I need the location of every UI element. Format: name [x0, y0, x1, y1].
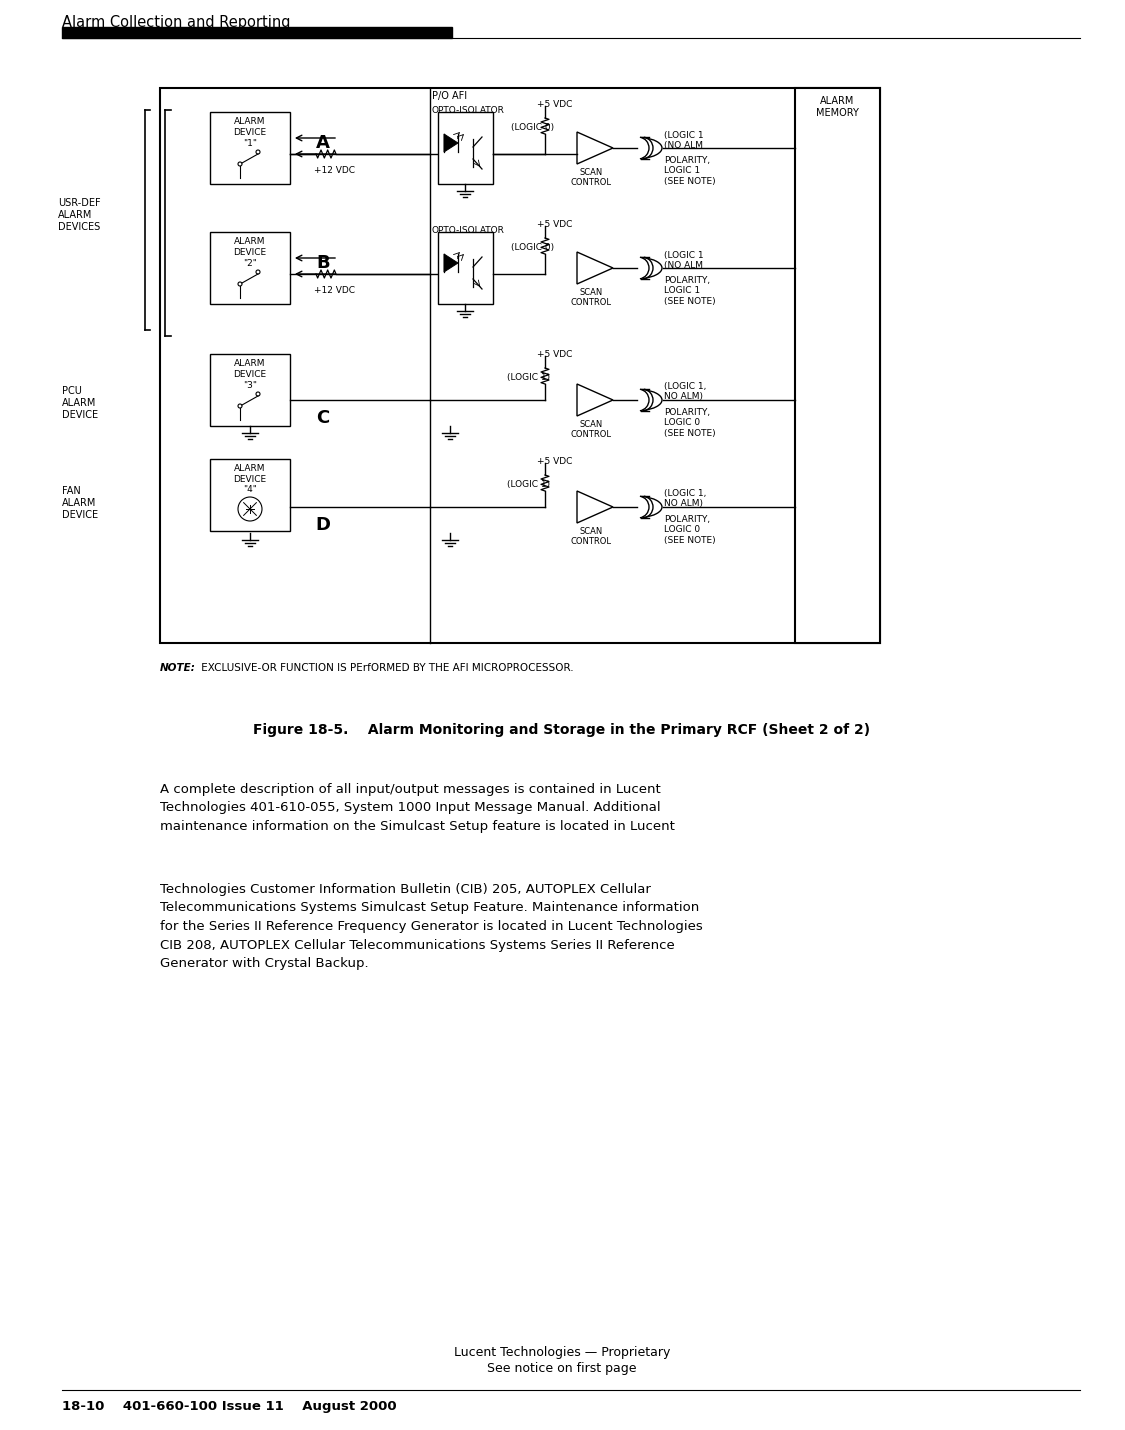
Bar	[210, 355, 290, 426]
Text: Figure 18-5.    Alarm Monitoring and Storage in the Primary RCF (Sheet 2 of 2): Figure 18-5. Alarm Monitoring and Storag…	[253, 724, 871, 736]
Text: A complete description of all input/output messages is contained in Lucent
Techn: A complete description of all input/outp…	[160, 784, 675, 834]
Text: (LOGIC 1): (LOGIC 1)	[507, 480, 550, 489]
Bar	[210, 232, 290, 305]
Bar	[210, 459, 290, 531]
Text: SCAN
CONTROL: SCAN CONTROL	[570, 167, 612, 187]
Text: POLARITY,
LOGIC 1
(SEE NOTE): POLARITY, LOGIC 1 (SEE NOTE)	[664, 276, 716, 306]
Text: (LOGIC 1,
NO ALM): (LOGIC 1, NO ALM)	[664, 382, 706, 402]
Text: C: C	[316, 409, 330, 428]
Bar	[795, 89, 880, 644]
Polygon shape	[444, 255, 458, 272]
Text: POLARITY,
LOGIC 0
(SEE NOTE): POLARITY, LOGIC 0 (SEE NOTE)	[664, 408, 716, 438]
Text: See notice on first page: See notice on first page	[487, 1361, 637, 1376]
Text: A: A	[316, 134, 330, 152]
Text: SCAN
CONTROL: SCAN CONTROL	[570, 420, 612, 439]
Polygon shape	[577, 252, 613, 285]
Text: EXCLUSIVE-OR FUNCTION IS PErfORMED BY THE AFI MICROPROCESSOR.: EXCLUSIVE-OR FUNCTION IS PErfORMED BY TH…	[198, 664, 574, 674]
Text: P/O AFI: P/O AFI	[432, 92, 467, 102]
Text: (LOGIC 1,
NO ALM): (LOGIC 1, NO ALM)	[664, 489, 706, 509]
Text: Technologies Customer Information Bulletin (CIB) 205, AUTOPLEX Cellular
Telecomm: Technologies Customer Information Bullet…	[160, 882, 703, 970]
Text: POLARITY,
LOGIC 1
(SEE NOTE): POLARITY, LOGIC 1 (SEE NOTE)	[664, 156, 716, 186]
Polygon shape	[577, 132, 613, 164]
Text: 18-10    401-660-100 Issue 11    August 2000: 18-10 401-660-100 Issue 11 August 2000	[62, 1400, 397, 1413]
Text: FAN
ALARM
DEVICE: FAN ALARM DEVICE	[62, 486, 98, 521]
Text: (LOGIC 1
(NO ALM: (LOGIC 1 (NO ALM	[664, 132, 703, 150]
Text: (LOGIC 1): (LOGIC 1)	[507, 373, 550, 382]
Text: SCAN
CONTROL: SCAN CONTROL	[570, 287, 612, 307]
Polygon shape	[577, 385, 613, 416]
Text: +5 VDC: +5 VDC	[537, 350, 573, 359]
Text: ALARM
DEVICE
"1": ALARM DEVICE "1"	[234, 117, 267, 147]
Text: ALARM
MEMORY: ALARM MEMORY	[816, 96, 858, 117]
Text: +12 VDC: +12 VDC	[314, 286, 356, 295]
Bar	[438, 232, 493, 305]
Text: SCAN
CONTROL: SCAN CONTROL	[570, 528, 612, 546]
Text: Lucent Technologies — Proprietary: Lucent Technologies — Proprietary	[453, 1346, 670, 1358]
Bar	[438, 112, 493, 184]
Bar	[160, 89, 880, 644]
Text: (LOGIC 1
(NO ALM: (LOGIC 1 (NO ALM	[664, 252, 703, 270]
Text: OPTO-ISOLATOR: OPTO-ISOLATOR	[432, 106, 505, 114]
Text: NOTE:: NOTE:	[160, 664, 196, 674]
Polygon shape	[444, 134, 458, 152]
Circle shape	[238, 498, 262, 521]
Text: +5 VDC: +5 VDC	[537, 458, 573, 466]
Text: PCU
ALARM
DEVICE: PCU ALARM DEVICE	[62, 386, 98, 420]
Text: +5 VDC: +5 VDC	[537, 220, 573, 229]
Text: D: D	[315, 516, 331, 533]
Text: USR-DEF
ALARM
DEVICES: USR-DEF ALARM DEVICES	[58, 197, 100, 233]
Text: POLARITY,
LOGIC 0
(SEE NOTE): POLARITY, LOGIC 0 (SEE NOTE)	[664, 515, 716, 545]
Text: ALARM
DEVICE
"3": ALARM DEVICE "3"	[234, 359, 267, 389]
Bar	[62, 27, 452, 39]
Text: ALARM
DEVICE
"2": ALARM DEVICE "2"	[234, 237, 267, 267]
Text: OPTO-ISOLATOR: OPTO-ISOLATOR	[432, 226, 505, 235]
Text: B: B	[316, 255, 330, 272]
Polygon shape	[577, 490, 613, 523]
Bar	[210, 112, 290, 184]
Text: Alarm Collection and Reporting: Alarm Collection and Reporting	[62, 14, 290, 30]
Text: (LOGIC 0): (LOGIC 0)	[511, 123, 555, 132]
Text: +5 VDC: +5 VDC	[537, 100, 573, 109]
Text: +12 VDC: +12 VDC	[314, 166, 356, 174]
Text: ALARM
DEVICE
"4": ALARM DEVICE "4"	[234, 463, 267, 495]
Text: (LOGIC 0): (LOGIC 0)	[511, 243, 555, 252]
